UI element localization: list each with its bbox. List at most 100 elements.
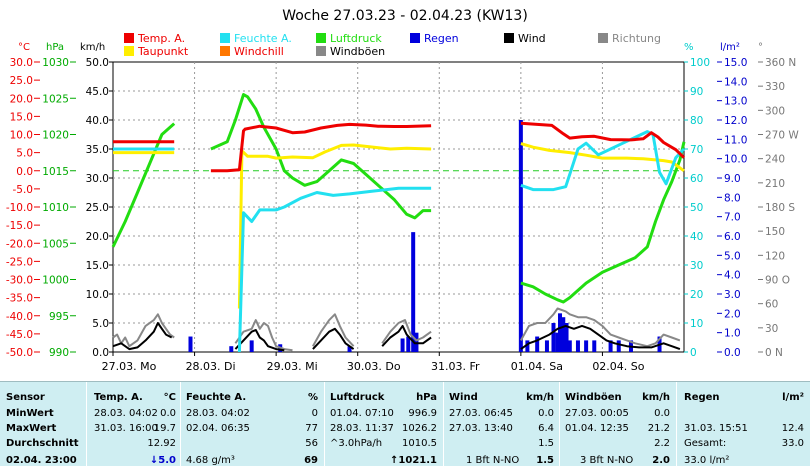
- series-line: [234, 329, 285, 352]
- row-label-average: Durchschnitt: [6, 438, 79, 449]
- temp-tick-label: -25.0: [6, 256, 33, 268]
- series-line: [520, 307, 681, 348]
- humidity-tick-label: 80: [690, 115, 703, 127]
- rain-tick-label: 1.0: [724, 328, 741, 340]
- min-humidity-value: 0: [311, 408, 318, 419]
- humidity-tick-label: 70: [690, 144, 703, 156]
- rain-tick-label: 4.0: [724, 270, 741, 282]
- legend-swatch: [410, 33, 420, 43]
- chart-legend: Temp. A. Feuchte A. Luftdruck Regen Wind Rich…: [124, 32, 661, 58]
- wind-tick-label: 30.0: [86, 173, 109, 185]
- pressure-unit-label: hPa: [46, 42, 64, 53]
- current-pressure-value: ↑1021.1: [390, 455, 437, 466]
- direction-tick-label: 330: [765, 81, 785, 93]
- rain-tick-label: 12.0: [724, 115, 747, 127]
- direction-tick-label: 0 N: [765, 347, 783, 359]
- max-wind-time: 27.03. 13:40: [449, 423, 513, 434]
- series-line: [234, 319, 293, 352]
- rain-total-value: 33.0: [781, 438, 804, 449]
- series-line: [112, 322, 173, 351]
- legend-label: Windchill: [234, 45, 284, 58]
- row-label-min: MinWert: [6, 408, 54, 419]
- min-pressure-value: 996.9: [408, 408, 437, 419]
- temp-tick-label: -10.0: [6, 202, 33, 214]
- temp-tick-label: -45.0: [6, 329, 33, 341]
- temp-tick-label: -40.0: [6, 311, 33, 323]
- avg-humidity-value: 56: [305, 438, 318, 449]
- pressure-tick-label: 995: [49, 311, 69, 323]
- wind-tick-label: 5.0: [92, 318, 109, 330]
- temp-unit-label: °C: [18, 42, 30, 53]
- rain-bar: [518, 120, 523, 352]
- pressure-tick-label: 1030: [42, 57, 69, 69]
- rain-bar: [575, 340, 580, 352]
- rain-tick-label: 7.0: [724, 212, 741, 224]
- min-wind-time: 27.03. 06:45: [449, 408, 513, 419]
- rain-tick-label: 11.0: [724, 134, 747, 146]
- rain-bar: [561, 317, 566, 352]
- wind-unit-label: km/h: [80, 42, 105, 53]
- legend-swatch: [316, 33, 326, 43]
- chart-title: Woche 27.03.23 - 02.04.23 (KW13): [282, 8, 528, 24]
- header-wind-unit: km/h: [526, 392, 554, 403]
- rain-bar: [551, 323, 556, 352]
- rain-total-label: Gesamt:: [684, 438, 727, 449]
- legend-swatch: [220, 33, 230, 43]
- wind-tick-label: 10.0: [86, 289, 109, 301]
- direction-tick-label: 120: [765, 250, 785, 262]
- header-gust-unit: km/h: [642, 392, 670, 403]
- x-tick-label: 29.03. Mi: [267, 360, 318, 373]
- rain-tick-label: 2.0: [724, 308, 741, 320]
- legend-swatch: [598, 33, 608, 43]
- current-temp-value: ↓5.0: [149, 455, 176, 466]
- rain-tick-label: 6.0: [724, 231, 741, 243]
- pressure-trend: ^3.0hPa/h: [330, 438, 383, 449]
- rain-bar: [616, 340, 621, 352]
- legend-label: Temp. A.: [137, 32, 185, 45]
- legend-label: Wind: [518, 32, 546, 45]
- direction-tick-label: 60: [765, 299, 778, 311]
- direction-tick-label: 360 N: [765, 57, 796, 69]
- avg-temp-value: 12.92: [147, 438, 176, 449]
- header-pressure-unit: hPa: [416, 392, 437, 403]
- legend-label: Windböen: [330, 45, 385, 58]
- current-wind-value: 1.5: [536, 455, 554, 466]
- header-pressure: Luftdruck: [330, 392, 385, 403]
- series-line: [312, 327, 355, 350]
- current-gust-direction: 3 Bft N-NO: [580, 455, 634, 466]
- min-gust-value: 0.0: [654, 408, 670, 419]
- header-rain: Regen: [684, 392, 720, 403]
- direction-tick-label: 150: [765, 226, 785, 238]
- max-temp-time: 31.03. 16:00: [94, 423, 158, 434]
- x-tick-label: 01.04. Sa: [511, 360, 563, 373]
- legend-label: Luftdruck: [330, 32, 382, 45]
- x-tick-label: 30.03. Do: [347, 360, 401, 373]
- statistics-table: Sensor Temp. A. °C Feuchte A. % Luftdruc…: [0, 381, 810, 466]
- rain-bar: [544, 340, 549, 352]
- direction-unit-label: °: [758, 42, 763, 53]
- rain-tick-label: 0.0: [724, 347, 741, 359]
- legend-swatch: [124, 46, 134, 56]
- rain-bar: [584, 340, 589, 352]
- series-line: [381, 324, 432, 347]
- legend-label: Taupunkt: [137, 45, 189, 58]
- series-line: [237, 143, 432, 309]
- series-line: [520, 121, 686, 159]
- direction-tick-label: 300: [765, 105, 785, 117]
- pressure-tick-label: 990: [49, 347, 69, 359]
- direction-tick-label: 90 O: [765, 275, 790, 287]
- temp-tick-label: -50.0: [6, 347, 33, 359]
- series-line: [520, 141, 686, 304]
- humidity-tick-label: 50: [690, 202, 703, 214]
- pressure-tick-label: 1000: [42, 275, 69, 287]
- temp-tick-label: 0.0: [16, 166, 33, 178]
- rain-bar: [525, 340, 530, 352]
- min-temp-value: 0.0: [160, 408, 176, 419]
- series-line: [210, 122, 432, 173]
- pressure-tick-label: 1015: [42, 166, 69, 178]
- rain-tick-label: 3.0: [724, 289, 741, 301]
- rain-tick-label: 8.0: [724, 192, 741, 204]
- rain-tick-label: 10.0: [724, 154, 747, 166]
- row-label-max: MaxWert: [6, 423, 57, 434]
- chart-axes: 30.0 25.0 20.0 15.0 10.0 5.0 0.0 -5.0 -10.0 -15.0…: [6, 57, 800, 373]
